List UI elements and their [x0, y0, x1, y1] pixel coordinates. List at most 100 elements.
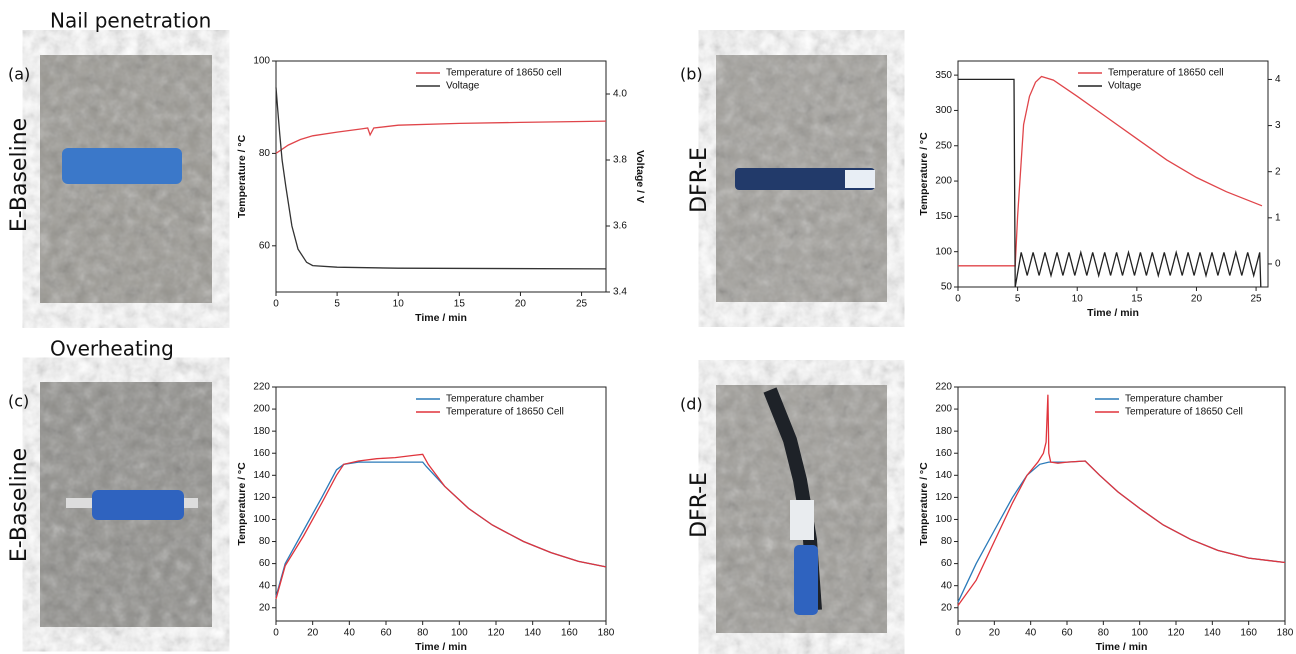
y-tick-label: 80 — [941, 536, 953, 547]
y-tick-label: 20 — [259, 602, 271, 613]
x-tick-label: 180 — [598, 628, 615, 639]
legend-label: Temperature of 18650 Cell — [446, 407, 564, 418]
photo — [716, 55, 887, 302]
legend-label: Temperature of 18650 Cell — [1125, 407, 1243, 418]
series-line — [275, 120, 607, 154]
y-tick-label: 200 — [253, 404, 270, 415]
x-tick-label: 25 — [576, 299, 588, 310]
x-axis-label: Time / min — [415, 641, 467, 653]
x-tick-label: 20 — [307, 628, 319, 639]
sample-label: DFR-E — [687, 147, 712, 213]
y-tick-label: 200 — [935, 176, 952, 187]
y2-tick-label: 3 — [1275, 120, 1281, 131]
legend-label: Temperature chamber — [1125, 394, 1223, 405]
y-tick-label: 150 — [935, 211, 952, 222]
y2-tick-label: 4.0 — [613, 89, 627, 100]
x-tick-label: 10 — [393, 299, 405, 310]
y-tick-label: 250 — [935, 140, 952, 151]
y2-axis-label: Voltage / V — [634, 150, 646, 203]
legend-label: Voltage — [446, 81, 480, 92]
y-tick-label: 220 — [935, 382, 952, 393]
x-tick-label: 0 — [273, 299, 279, 310]
plot-frame — [275, 60, 607, 293]
y-tick-label: 100 — [935, 246, 952, 257]
legend-label: Temperature of 18650 cell — [446, 68, 562, 79]
x-tick-label: 0 — [955, 294, 961, 305]
x-tick-label: 20 — [515, 299, 527, 310]
y2-tick-label: 3.8 — [613, 155, 627, 166]
x-tick-label: 160 — [1240, 628, 1257, 639]
plot-frame — [957, 60, 1269, 288]
y-tick-label: 60 — [259, 558, 271, 569]
y-tick-label: 80 — [259, 536, 271, 547]
y-axis-label: Temperature / °C — [918, 132, 930, 216]
y-tick-label: 100 — [935, 514, 952, 525]
legend-label: Temperature chamber — [446, 394, 544, 405]
y-tick-label: 60 — [941, 558, 953, 569]
series-line — [958, 78, 1262, 288]
y-tick-label: 120 — [935, 492, 952, 503]
panel-label: (c) — [8, 392, 29, 411]
x-tick-label: 180 — [1277, 628, 1294, 639]
y2-tick-label: 3.4 — [613, 287, 627, 298]
y-tick-label: 160 — [935, 448, 952, 459]
sample-label: E-Baseline — [7, 118, 32, 232]
plot-frame — [957, 386, 1286, 622]
y2-tick-label: 0 — [1275, 259, 1281, 270]
x-tick-label: 5 — [334, 299, 340, 310]
y2-tick-label: 4 — [1275, 74, 1281, 85]
y2-tick-label: 3.6 — [613, 221, 627, 232]
y-tick-label: 180 — [253, 426, 270, 437]
y-tick-label: 350 — [935, 70, 952, 81]
x-tick-label: 140 — [524, 628, 541, 639]
y-tick-label: 40 — [259, 580, 271, 591]
y-axis-label: Temperature / °C — [918, 462, 930, 546]
photo — [40, 55, 212, 303]
x-axis-label: Time / min — [1096, 641, 1148, 653]
y-tick-label: 160 — [253, 448, 270, 459]
x-tick-label: 20 — [1191, 294, 1203, 305]
x-tick-label: 15 — [454, 299, 466, 310]
x-axis-label: Time / min — [415, 312, 467, 324]
y-tick-label: 200 — [935, 404, 952, 415]
y-tick-label: 140 — [935, 470, 952, 481]
y-axis-label: Temperature / °C — [236, 134, 248, 218]
y-tick-label: 40 — [941, 580, 953, 591]
photo — [40, 382, 212, 627]
y-tick-label: 60 — [259, 240, 271, 251]
y2-tick-label: 2 — [1275, 166, 1281, 177]
x-tick-label: 80 — [417, 628, 429, 639]
legend-label: Temperature of 18650 cell — [1108, 68, 1224, 79]
x-tick-label: 0 — [955, 628, 961, 639]
x-tick-label: 5 — [1015, 294, 1021, 305]
x-tick-label: 100 — [1131, 628, 1148, 639]
y-tick-label: 180 — [935, 426, 952, 437]
panel-label: (b) — [680, 65, 703, 84]
series-line — [957, 394, 1286, 606]
x-tick-label: 120 — [1168, 628, 1185, 639]
y-tick-label: 120 — [253, 492, 270, 503]
x-tick-label: 15 — [1131, 294, 1143, 305]
y-axis-label: Temperature / °C — [236, 462, 248, 546]
x-axis-label: Time / min — [1087, 307, 1139, 319]
y-tick-label: 100 — [253, 514, 270, 525]
x-tick-label: 40 — [344, 628, 356, 639]
sample-label: DFR-E — [687, 472, 712, 538]
y-tick-label: 300 — [935, 105, 952, 116]
series-line — [275, 87, 607, 270]
x-tick-label: 60 — [1061, 628, 1073, 639]
x-tick-label: 80 — [1098, 628, 1110, 639]
x-tick-label: 25 — [1251, 294, 1263, 305]
y2-tick-label: 1 — [1275, 212, 1281, 223]
plot-frame — [275, 386, 607, 622]
x-tick-label: 60 — [380, 628, 392, 639]
legend-label: Voltage — [1108, 81, 1142, 92]
panel-label: (a) — [8, 65, 30, 84]
x-tick-label: 100 — [451, 628, 468, 639]
y-tick-label: 220 — [253, 382, 270, 393]
photo — [716, 385, 887, 633]
section-title: Overheating — [50, 337, 174, 361]
series-line — [275, 453, 607, 600]
x-tick-label: 160 — [561, 628, 578, 639]
